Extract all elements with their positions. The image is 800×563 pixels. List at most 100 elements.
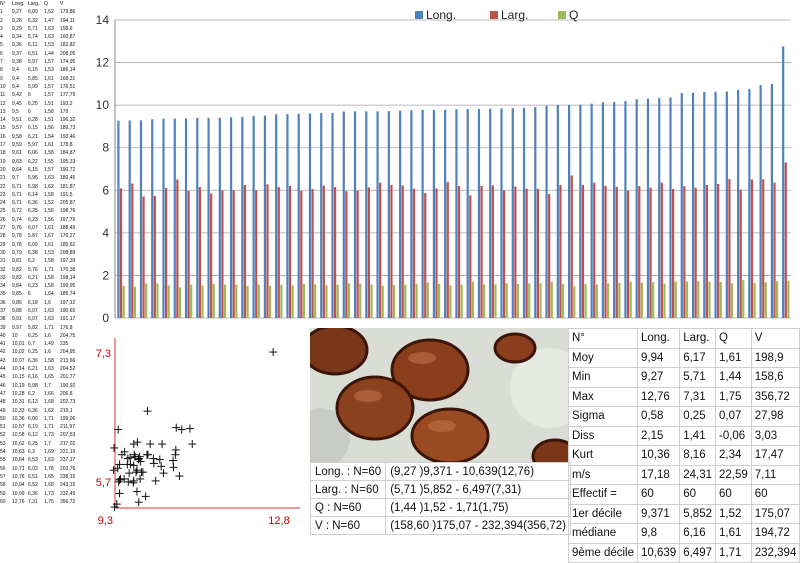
stats-cell: 6,16 [679,523,716,544]
stats-row: 1er décile 9,371 5,852 1,52 175,07 [567,503,800,524]
table-cell: 6,06 [28,150,38,157]
stats-header-cell: Q [714,328,752,349]
table-row: 14 9,51 6,28 1,51 196,32 [0,116,88,124]
table-cell: 6,52 [28,482,38,489]
table-cell: 198,76 [60,208,76,215]
bar-long [500,108,503,318]
table-cell: 208,05 [60,50,76,57]
stats-cell: 0,25 [679,406,716,427]
bar-q [156,283,159,318]
table-cell: 199,06 [60,415,76,422]
stats-cell: 9,27 [637,367,681,388]
bar-long [218,117,221,319]
stats-row: Min 9,27 5,71 1,44 158,6 [567,367,800,388]
table-cell: 1,63 [44,366,54,373]
table-cell: 197,39 [60,258,76,265]
table-cell: 179,86 [60,9,76,16]
table-cell: 5,99 [28,83,38,90]
bar-long [365,111,368,319]
bar-long [444,109,447,318]
bar-larg [334,187,337,318]
table-row: 29 9,78 6,09 1,61 189,62 [0,241,88,249]
table-cell: 1,58 [44,283,54,290]
stats-cell: 17,18 [637,464,681,485]
bar-long [511,108,514,318]
spore-photo [310,328,568,462]
bar-q [483,284,486,318]
stats-header-cell: Long. [637,328,681,349]
table-cell: 6,2 [28,390,35,397]
bar-q [674,281,677,318]
bar-long [601,102,604,318]
bar-larg [165,187,168,318]
table-cell: 1,58 [44,191,54,198]
table-row: 48 10,31 6,13 1,68 202,73 [0,398,88,406]
table-cell: 182,82 [60,42,76,49]
bar-long [421,109,424,318]
table-cell: 35 [0,291,6,298]
stats-cell: 175,07 [750,503,800,524]
table-cell: 10,28 [12,390,25,397]
y-tick-label: 4 [102,226,109,240]
table-cell: 1,61 [44,241,54,248]
table-cell: 6,53 [28,457,38,464]
bar-larg [300,190,303,318]
table-cell: 44 [0,366,6,373]
bar-larg [266,184,269,318]
table-cell: 196,32 [60,117,76,124]
scatter-point [172,423,181,432]
table-cell: 1,6 [44,299,51,306]
y-max-label: 7,3 [96,348,111,360]
bar-long [308,113,312,319]
y-tick-label: 10 [96,98,110,112]
table-cell: 10,14 [12,366,25,373]
table-cell: 199,95 [60,283,76,290]
bar-q [730,283,734,318]
table-cell: 31 [0,258,6,265]
table-cell: 10,02 [12,349,25,356]
table-cell: 48 [0,399,6,406]
table-row: 3 9,29 5,71 1,63 158,6 [0,25,88,33]
scatter-point [129,440,138,449]
bar-q [291,285,294,318]
table-cell: 10,58 [12,432,25,439]
table-row: 35 9,85 6 1,64 185,74 [0,290,88,298]
table-cell: 1,61 [44,142,54,149]
range-value: (5,71 )5,852 - 6,497(7,31) [385,480,572,499]
table-cell: 185,74 [60,291,76,298]
bar-larg [210,193,213,318]
table-cell: 9,61 [12,150,22,157]
table-row: 11 9,42 6 1,57 177,79 [0,91,88,99]
scatter-point [146,440,155,449]
table-cell: 158,6 [60,25,73,32]
scatter-point [141,492,150,501]
bar-long [680,93,683,318]
bar-long [263,115,266,318]
bar-long [624,101,627,318]
bar-larg [660,182,663,318]
bar-larg [457,186,461,318]
table-cell: 1,63 [44,25,54,32]
bar-larg [446,182,449,318]
stats-cell: Kurt [567,445,639,466]
stats-cell: 6,17 [679,347,716,368]
stats-cell: 0,58 [637,406,681,427]
raw-data-table: N° Long. Larg. Q V 1 9,27 6,09 1,52 179,86 2 9,28 6,… [0,0,88,533]
table-cell: 1 [0,9,3,16]
bar-larg [581,184,585,318]
range-label: Larg. : N=60 [309,480,387,499]
bar-q [325,285,328,318]
table-row: 31 9,81 6,2 1,58 197,39 [0,257,88,265]
x-max-label: 12,8 [268,515,289,527]
table-cell: 1,63 [44,175,54,182]
table-cell: 10,01 [12,341,25,348]
table-cell: 190,65 [60,307,76,314]
bar-q [539,283,542,318]
table-cell: 193,2 [60,100,73,107]
scatter-point [120,474,129,483]
table-row: 40 10 6,25 1,6 204,75 [0,332,88,340]
bar-long [669,97,672,318]
bar-q [697,281,700,318]
table-row: 60 12,76 7,31 1,75 356,72 [0,498,88,506]
table-cell: 1,49 [44,341,54,348]
